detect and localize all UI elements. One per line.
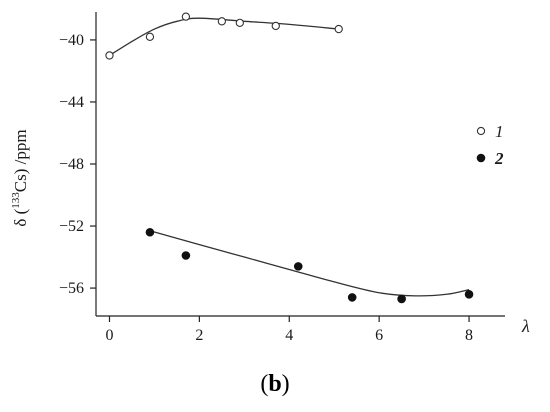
panel-label-close: ) xyxy=(282,371,290,397)
y-tick-label: −44 xyxy=(59,94,84,111)
legend-label-series-1: 1 xyxy=(495,122,504,141)
panel-label-letter: b xyxy=(268,371,281,397)
y-tick-label: −56 xyxy=(59,280,84,297)
x-tick-label: 6 xyxy=(375,327,383,344)
x-tick-label: 4 xyxy=(285,327,293,344)
data-point-series-1 xyxy=(145,32,155,41)
x-tick-label: 0 xyxy=(105,327,113,344)
y-label-suffix: ) /ppm xyxy=(11,129,30,174)
data-point-series-2 xyxy=(293,262,303,271)
legend-label-series-2: 2 xyxy=(494,149,504,168)
x-tick-label: 2 xyxy=(195,327,203,344)
data-point-series-1 xyxy=(334,24,343,34)
y-label-superscript: 133 xyxy=(10,192,22,209)
x-axis-label: λ xyxy=(521,316,530,336)
data-point-series-2 xyxy=(347,293,357,302)
panel-label-open: ( xyxy=(260,371,268,397)
ticks: −40 −44 −48 −52 −56 0 2 4 6 8 xyxy=(59,32,473,344)
fit-curves xyxy=(109,17,470,297)
data-point-series-1 xyxy=(217,17,226,26)
data-point-series-2 xyxy=(181,251,191,260)
y-label-prefix: δ ( xyxy=(11,208,30,226)
y-tick-label: −40 xyxy=(59,32,84,49)
data-point-series-1 xyxy=(181,12,191,21)
axes xyxy=(95,12,505,317)
y-axis-label: δ (133Cs) /ppm xyxy=(10,129,30,226)
y-tick-label: −52 xyxy=(59,218,84,235)
legend-marker-series-1 xyxy=(476,126,486,136)
data-point-series-2 xyxy=(145,227,155,237)
data-point-series-1 xyxy=(105,51,114,60)
data-point-series-2 xyxy=(464,289,474,299)
x-tick-label: 8 xyxy=(465,327,473,344)
panel-label: (b) xyxy=(260,371,289,397)
y-tick-label: −48 xyxy=(59,156,84,173)
legend: 12 xyxy=(476,122,504,168)
legend-marker-series-2 xyxy=(476,153,486,163)
y-label-element: Cs xyxy=(11,174,30,192)
fit-curve-series-2 xyxy=(149,230,470,297)
data-point-series-2 xyxy=(397,294,406,304)
data-point-series-1 xyxy=(271,21,280,31)
data-point-series-1 xyxy=(235,18,244,28)
data-points xyxy=(105,12,474,304)
